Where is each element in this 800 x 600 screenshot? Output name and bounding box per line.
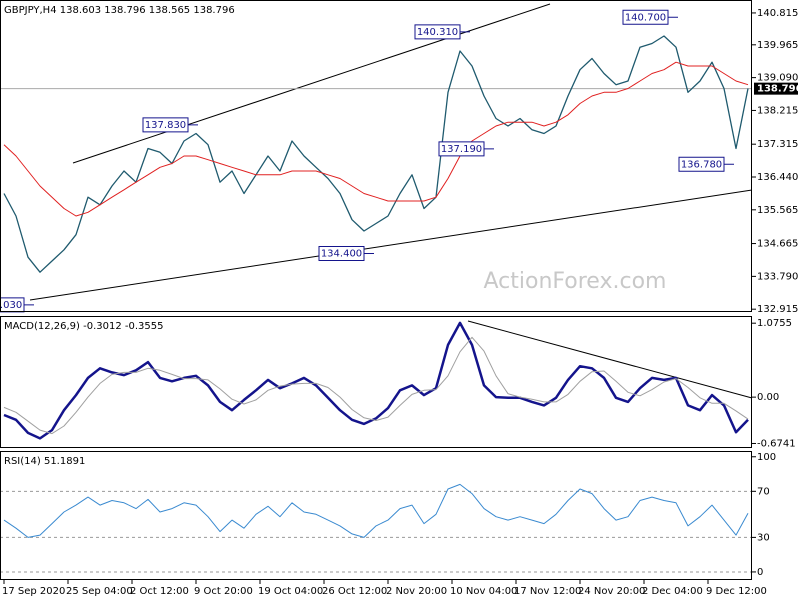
upper-channel-line — [72, 3, 551, 164]
y-tick-label: 136.440 — [757, 172, 798, 183]
y-tick-label: 0 — [757, 567, 763, 578]
y-tick-label: 134.665 — [757, 239, 798, 250]
annotation-label: 136.780 — [681, 159, 722, 170]
y-tick-label: 132.915 — [757, 304, 798, 315]
series-line — [3, 336, 749, 435]
y-tick-label: 139.965 — [757, 40, 798, 51]
annotation-box — [622, 9, 669, 25]
x-tick-label: 19 Oct 04:00 — [258, 586, 323, 597]
x-tick-label: 9 Oct 20:00 — [194, 586, 253, 597]
annotation-box — [318, 246, 365, 261]
series-line — [3, 35, 749, 273]
annotation-label: 133.030 — [0, 300, 22, 311]
y-tick-label: 100 — [757, 452, 776, 463]
annotation-label: 134.400 — [321, 249, 362, 260]
x-tick-label: 17 Nov 12:00 — [514, 586, 581, 597]
y-tick-label: 135.565 — [757, 205, 798, 216]
series-line — [3, 321, 749, 440]
panel-border — [0, 316, 752, 448]
y-tick-label: 137.315 — [757, 139, 798, 150]
y-tick-label: 1.0755 — [757, 318, 792, 329]
series-line — [3, 483, 749, 538]
x-tick-label: 25 Sep 04:00 — [66, 586, 133, 597]
lower-channel-line — [29, 189, 753, 301]
annotation-label: 137.830 — [145, 120, 186, 131]
macd-trend-line — [467, 320, 753, 399]
x-tick-label: 2 Dec 04:00 — [642, 586, 703, 597]
x-tick-label: 2 Nov 20:00 — [386, 586, 447, 597]
annotation-label: 140.700 — [625, 12, 666, 23]
annotation-box — [678, 156, 725, 172]
annotation-label: 140.310 — [417, 27, 458, 38]
annotation-box — [438, 141, 485, 157]
x-tick-label: 17 Sep 2020 — [2, 586, 65, 597]
y-tick-label: -0.6741 — [757, 438, 796, 449]
annotation-label: 137.190 — [441, 144, 482, 155]
panel-title: MACD(12,26,9) -0.3012 -0.3555 — [4, 321, 164, 332]
panel-border — [0, 451, 752, 580]
y-tick-label: 138.215 — [757, 105, 798, 116]
y-tick-label: 139.090 — [757, 73, 798, 84]
annotation-box — [414, 24, 461, 40]
panel-border — [0, 0, 752, 312]
panel-title: RSI(14) 51.1891 — [4, 456, 85, 467]
watermark: ActionForex.com — [484, 269, 667, 294]
x-tick-label: 9 Dec 12:00 — [706, 586, 767, 597]
y-tick-label: 0.00 — [757, 392, 779, 403]
y-tick-label: 133.790 — [757, 271, 798, 282]
y-tick-label: 30 — [757, 532, 770, 543]
y-tick-label: 140.815 — [757, 8, 798, 19]
x-tick-label: 26 Oct 12:00 — [322, 586, 387, 597]
current-price-label: 138.796 — [757, 84, 800, 95]
x-tick-label: 2 Oct 12:00 — [130, 586, 189, 597]
x-tick-label: 10 Nov 04:00 — [450, 586, 517, 597]
y-tick-label: 70 — [757, 486, 770, 497]
x-tick-label: 24 Nov 20:00 — [578, 586, 645, 597]
current-price-box — [754, 82, 798, 95]
panel-title: GBPJPY,H4 138.603 138.796 138.565 138.79… — [4, 5, 235, 16]
series-line — [3, 61, 749, 217]
annotation-box — [142, 117, 189, 133]
